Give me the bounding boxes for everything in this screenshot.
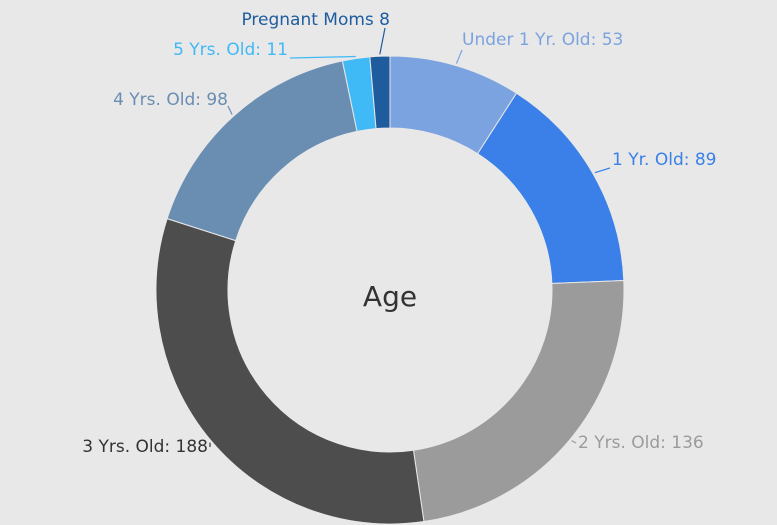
leader-line (455, 49, 463, 64)
data-label: Under 1 Yr. Old: 53 (462, 30, 623, 50)
data-label: 5 Yrs. Old: 11 (173, 40, 288, 60)
data-label: 4 Yrs. Old: 98 (113, 90, 228, 110)
data-label: Pregnant Moms 8 (241, 10, 390, 30)
data-label: 2 Yrs. Old: 136 (578, 433, 704, 453)
donut-slice (155, 218, 425, 525)
leader-line (227, 105, 233, 115)
data-label: 1 Yr. Old: 89 (612, 150, 717, 170)
chart-title: Age (363, 280, 417, 313)
leader-line (594, 167, 611, 174)
leader-line (379, 27, 386, 55)
leader-line (289, 55, 356, 59)
donut-slice (369, 55, 391, 130)
data-label: 3 Yrs. Old: 188 (82, 437, 208, 457)
leader-line (571, 440, 577, 444)
